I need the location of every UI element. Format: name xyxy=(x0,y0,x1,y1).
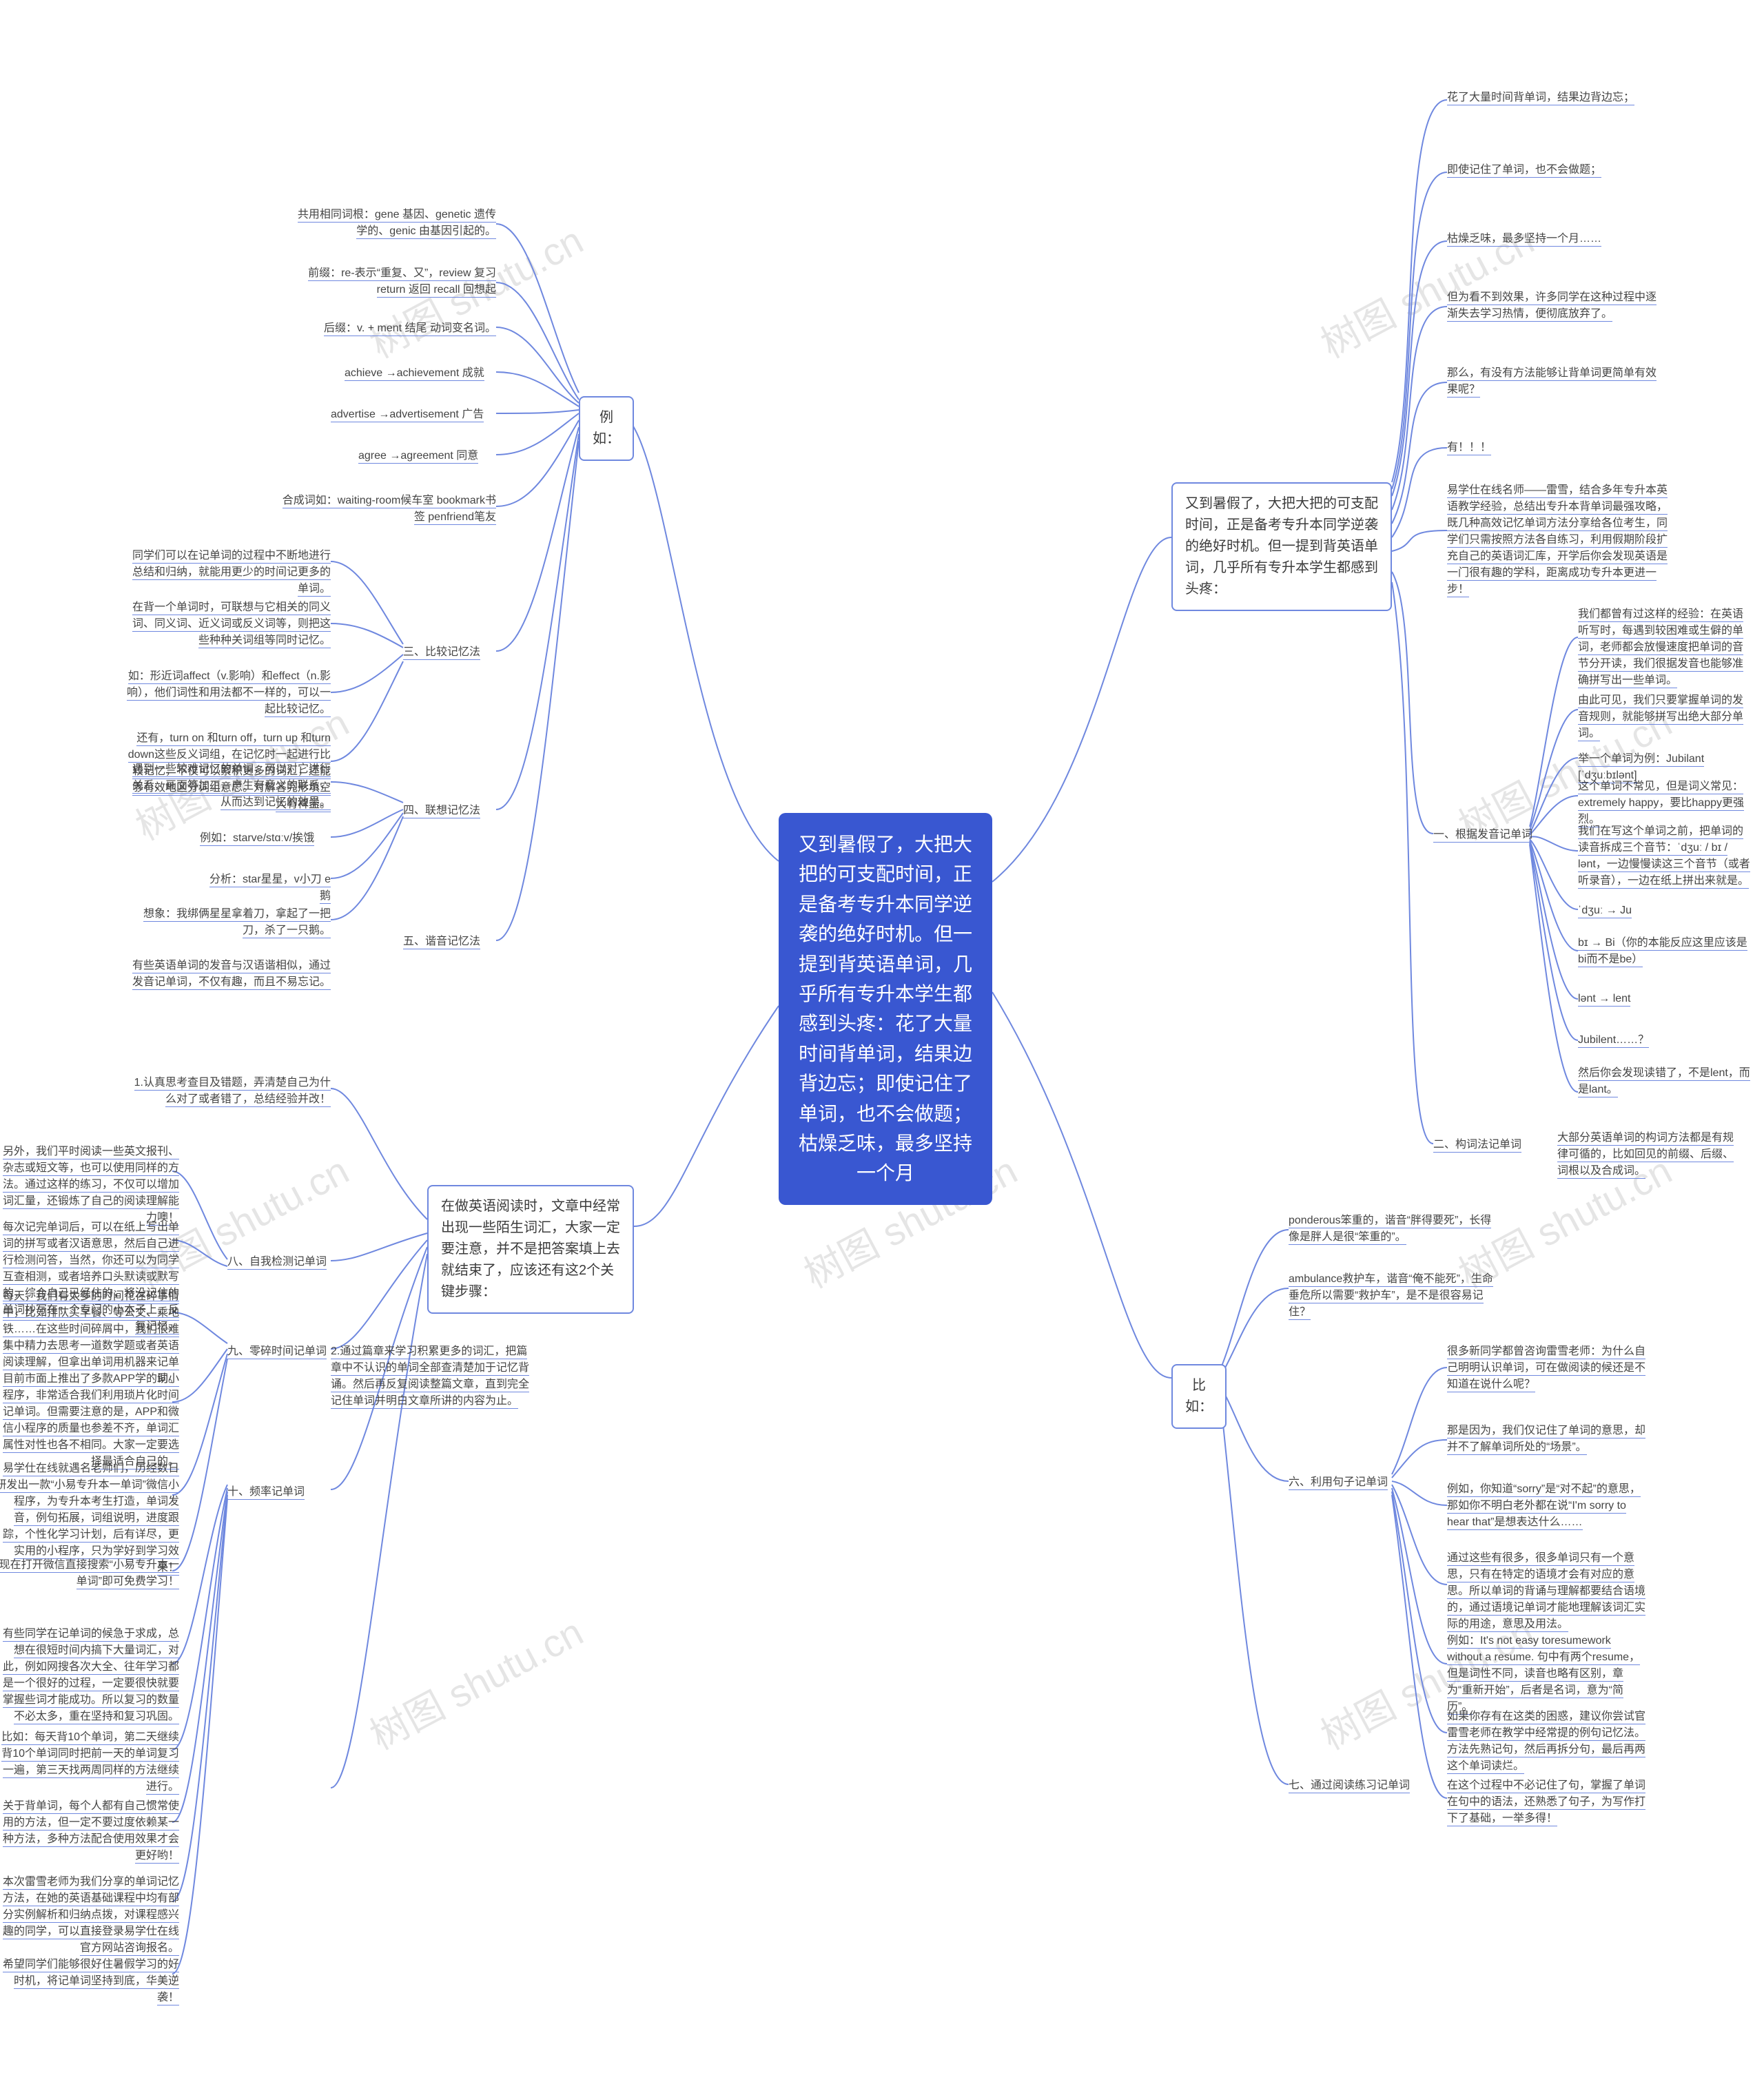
leaf: 有些英语单词的发音与汉语谐相似，通过发音记单词，不仅有趣，而且不易忘记。 xyxy=(124,958,331,991)
leaf: agree →agreement 同意 xyxy=(358,448,478,464)
method1-title: 一、根据发音记单词 xyxy=(1433,827,1532,843)
leaf: advertise →advertisement 广告 xyxy=(331,406,484,423)
leaf: 我们都曾有过这样的经验：在英语听写时，每遇到较困难或生僻的单词，老师都会放慢速度… xyxy=(1578,606,1750,689)
leaf: 例如，你知道“sorry”是“对不起”的意思，那如你不明白老外都在说“I'm s… xyxy=(1447,1481,1647,1531)
leaf: 希望同学们能够很好住暑假学习的好时机，将记单词坚持到底，华美逆袭！ xyxy=(0,1957,179,2006)
leaf: ˈdʒuː → Ju xyxy=(1578,903,1632,919)
leaf: 2.通过篇章来学习积累更多的词汇，把篇章中不认识的单词全部查清楚加于记忆背诵。然… xyxy=(331,1343,537,1410)
center-node: 又到暑假了，大把大把的可支配时间，正是备考专升本同学逆袭的绝好时机。但一提到背英… xyxy=(779,813,992,1205)
leaf: 如果你存有在这类的困惑，建议你尝试官雷雪老师在教学中经常提的例句记忆法。方法先熟… xyxy=(1447,1709,1647,1775)
method10-title: 十、频率记单词 xyxy=(227,1484,305,1500)
leaf: 本次雷雪老师为我们分享的单词记忆方法，在她的英语基础课程中均有部分实例解析和归纳… xyxy=(0,1874,179,1957)
leaf: 那是因为，我们仅记住了单词的意思，却并不了解单词所处的“场景”。 xyxy=(1447,1423,1647,1456)
leaf: lənt → lent xyxy=(1578,991,1630,1007)
method7-title: 七、通过阅读练习记单词 xyxy=(1289,1777,1410,1794)
leaf: 在背一个单词时，可联想与它相关的同义词、同义词、近义词或反义词等，则把这些种种关… xyxy=(124,599,331,649)
method2-title: 二、构词法记单词 xyxy=(1433,1137,1521,1153)
leaf: 前缀：re-表示“重复、又”，review 复习 return 返回 recal… xyxy=(296,265,496,298)
leaf: 1.认真思考查目及错题，弄清楚自己为什么对了或者错了，总结经验并改！ xyxy=(124,1075,331,1108)
leaf: 花了大量时间背单词，结果边背边忘； xyxy=(1447,90,1634,106)
sub-node-bi: 比如： xyxy=(1171,1364,1227,1429)
leaf: 但为看不到效果，许多同学在这种过程中逐渐失去学习热情，便彻底放弃了。 xyxy=(1447,289,1661,322)
leaf: 合成词如：waiting-room候车室 bookmark书签 penfrien… xyxy=(276,493,496,526)
leaf: 分析：star星星，v小刀 e鹅 xyxy=(200,872,331,905)
leaf: 即使记住了单词，也不会做题； xyxy=(1447,162,1601,178)
method4-title: 四、联想记忆法 xyxy=(403,803,480,819)
leaf: 遇到一些较难记忆的单词，可以对它进行关系、画面等加工，产生有意义的联系，从而达到… xyxy=(124,761,331,811)
watermark: 树图 shutu.cn xyxy=(359,1602,592,1761)
leaf: 大部分英语单词的构词方法都是有规律可循的，比如回见的前缀、后缀、词根以及合成词。 xyxy=(1557,1130,1736,1179)
leaf: 关于背单词，每个人都有自己惯常使用的方法，但一定不要过度依赖某一种方法，多种方法… xyxy=(0,1798,179,1864)
leaf: ambulance救护车，谐音“俺不能死”，生命垂危所以需要“救护车”，是不是很… xyxy=(1289,1271,1495,1321)
leaf: 想象：我绑俩星星拿着刀，拿起了一把刀，杀了一只鹅。 xyxy=(124,906,331,939)
leaf: 我们在写这个单词之前，把单词的读音拆成三个音节：ˈdʒuː / bɪ / lən… xyxy=(1578,823,1750,889)
leaf: 易学仕在线名师——雷雪，结合多年专升本英语教学经验，总结出专升本背单词最强攻略，… xyxy=(1447,482,1668,598)
leaf: 很多新同学都曾咨询雷雪老师：为什么自己明明认识单词，可在做阅读的候还是不知道在说… xyxy=(1447,1343,1647,1393)
sub-node-summer: 又到暑假了，大把大把的可支配时间，正是备考专升本同学逆袭的绝好时机。但一提到背英… xyxy=(1171,482,1392,611)
leaf: ponderous笨重的，谐音“胖得要死”，长得像是胖人是很“笨重的”。 xyxy=(1289,1213,1495,1246)
method6-title: 六、利用句子记单词 xyxy=(1289,1474,1388,1491)
leaf: 由此可见，我们只要掌握单词的发音规则，就能够拼写出绝大部分单词。 xyxy=(1578,692,1750,742)
leaf: achieve →achievement 成就 xyxy=(345,365,484,382)
method5-title: 五、谐音记忆法 xyxy=(403,934,480,950)
sub-node-li: 例如： xyxy=(579,396,634,461)
method8-title: 八、自我检测记单词 xyxy=(227,1254,327,1270)
leaf: bɪ → Bi（你的本能反应这里应该是bi而不是be） xyxy=(1578,935,1750,968)
method3-title: 三、比较记忆法 xyxy=(403,644,480,661)
method9-title: 九、零碎时间记单词 xyxy=(227,1343,327,1360)
leaf: 枯燥乏味，最多坚持一个月…… xyxy=(1447,231,1601,247)
leaf: 例如：starve/stɑːv/挨饿 xyxy=(200,830,314,847)
leaf: 比如：每天背10个单词，第二天继续背10个单词同时把前一天的单词复习一遍，第三天… xyxy=(0,1729,179,1795)
leaf: 同学们可以在记单词的过程中不断地进行总结和归纳，就能用更少的时间记更多的单词。 xyxy=(124,548,331,597)
leaf: 另外，我们平时阅读一些英文报刊、杂志或短文等，也可以使用同样的方法。通过这样的练… xyxy=(0,1144,179,1226)
leaf: 现在打开微信直接搜索“小易专升本一单词”即可免费学习！ xyxy=(0,1557,179,1590)
leaf: 共用相同词根：gene 基因、genetic 遗传学的、genic 由基因引起的… xyxy=(296,207,496,240)
leaf: 有些同学在记单词的候急于求成，总想在很短时间内搞下大量词汇，对此，例如网搜各次大… xyxy=(0,1626,179,1725)
leaf: Jubilent……？ xyxy=(1578,1032,1649,1049)
leaf: 目前市面上推出了多款APP学的助小程序，非常适合我们利用琐片化时间记单词。但需要… xyxy=(0,1371,179,1470)
leaf: 通过这些有很多，很多单词只有一个意思，只有在特定的语境才会有对应的意思。所以单词… xyxy=(1447,1550,1647,1633)
leaf: 后缀：v. + ment 结尾 动词变名词。 xyxy=(324,320,496,337)
leaf: 例如：It's not easy toresumework without a … xyxy=(1447,1633,1647,1715)
leaf: 然后你会发现读错了，不是lent，而是lant。 xyxy=(1578,1065,1750,1098)
leaf: 这个单词不常见，但是词义常见：extremely happy，要比happy更强… xyxy=(1578,778,1750,828)
leaf: 那么，有没有方法能够让背单词更简单有效果呢？ xyxy=(1447,365,1661,398)
leaf: 有！！！ xyxy=(1447,440,1491,456)
leaf: 在这个过程中不必记住了句，掌握了单词在句中的语法，还熟悉了句子，为写作打下了基础… xyxy=(1447,1777,1647,1827)
leaf: 如：形近词affect（v.影响）和effect（n.影响），他们词性和用法都不… xyxy=(124,668,331,718)
sub-node-reading: 在做英语阅读时，文章中经常出现一些陌生词汇，大家一定要注意，并不是把答案填上去就… xyxy=(427,1185,634,1314)
